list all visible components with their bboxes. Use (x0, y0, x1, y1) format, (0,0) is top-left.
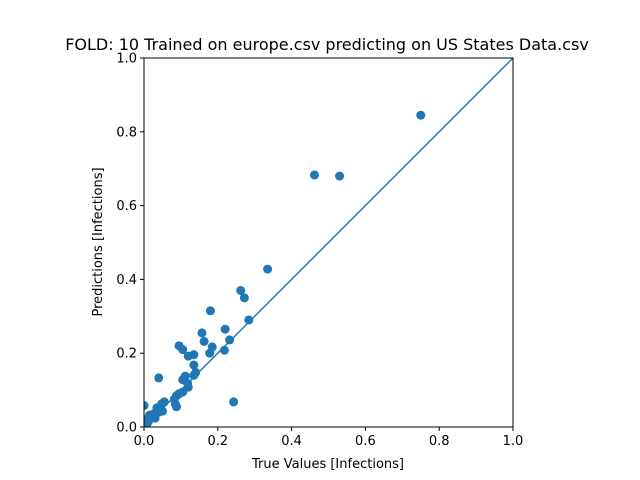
data-point (183, 351, 193, 361)
y-tick-label: 1.0 (116, 52, 137, 67)
data-point (199, 336, 209, 346)
data-point (416, 110, 426, 120)
y-axis: 0.0 0.2 0.4 0.6 0.8 1.0 (116, 52, 144, 436)
x-tick-label: 0.6 (355, 434, 376, 449)
data-point (189, 360, 199, 370)
data-point (144, 420, 149, 427)
y-tick-label: 0.4 (116, 273, 137, 288)
data-point (335, 171, 345, 181)
x-tick-label: 0.8 (429, 434, 450, 449)
y-tick-label: 0.6 (116, 199, 137, 214)
data-point (171, 402, 181, 412)
data-point (189, 370, 199, 380)
plot-area (143, 57, 514, 428)
data-points (144, 110, 426, 427)
chart-title: FOLD: 10 Trained on europe.csv predictin… (65, 35, 589, 54)
y-axis-label: Predictions [Infections] (91, 167, 106, 316)
y-tick-label: 0.8 (116, 125, 137, 140)
data-point (205, 348, 215, 358)
x-axis-label: True Values [Infections] (251, 457, 404, 472)
data-point (220, 324, 230, 334)
data-point (225, 335, 235, 345)
y-tick-label: 0.0 (116, 421, 137, 436)
data-point (154, 373, 164, 383)
plot-frame (143, 57, 514, 428)
x-tick-label: 1.0 (503, 434, 524, 449)
data-point (144, 401, 149, 411)
x-tick-label: 0.0 (134, 434, 155, 449)
x-tick-label: 0.2 (207, 434, 228, 449)
data-point (309, 170, 319, 180)
data-point (150, 413, 160, 423)
data-point (244, 315, 254, 325)
x-axis: 0.0 0.2 0.4 0.6 0.8 1.0 (134, 427, 524, 449)
y-tick-label: 0.2 (116, 347, 137, 362)
reference-line (143, 57, 514, 428)
x-tick-label: 0.4 (281, 434, 302, 449)
data-point (219, 345, 229, 355)
data-point (178, 345, 188, 355)
data-point (205, 306, 215, 316)
data-point (229, 397, 239, 407)
data-point (236, 285, 246, 295)
data-point (239, 293, 249, 303)
data-point (263, 264, 273, 274)
data-point (197, 328, 207, 338)
